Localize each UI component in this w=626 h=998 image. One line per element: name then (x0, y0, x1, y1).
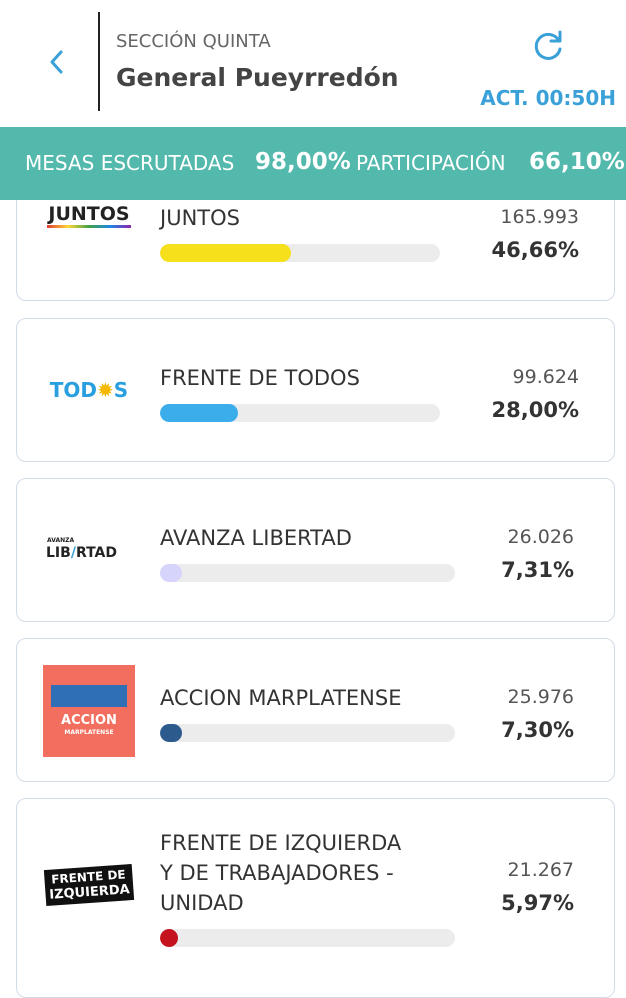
progress-track (160, 929, 455, 947)
logo-text: S (113, 378, 129, 402)
logo: LIB/RTAD (46, 545, 138, 561)
logo: TOD✹S (43, 378, 135, 402)
party-name: ACCION MARPLATENSE (160, 686, 402, 710)
party-name: AVANZA LIBERTAD (160, 526, 352, 550)
vote-share: 5,97% (501, 891, 574, 915)
party-name: Y DE TRABAJADORES - (160, 861, 394, 885)
back-button[interactable] (44, 48, 70, 76)
vote-count: 165.993 (500, 206, 579, 228)
logo: JUNTOS (48, 202, 130, 225)
logo-stripe (47, 224, 131, 228)
logo-text: LIB (46, 545, 71, 561)
party-card: ACCION MARPLATENSE 25.976 7,30% ACCION MARPL… (16, 638, 615, 782)
logo-text: TOD (49, 378, 98, 402)
logo-band (51, 685, 127, 707)
logo: FRENTE DE IZQUIERDA (43, 863, 135, 907)
participation-value: 66,10% (529, 149, 625, 175)
progress-bar (160, 404, 239, 422)
logo-text: ACCION (61, 713, 117, 728)
tables-value: 98,00% (255, 149, 351, 175)
vote-count: 25.976 (507, 686, 574, 708)
logo-text: RTAD (75, 545, 118, 561)
party-card: AVANZA LIBERTAD 26.026 7,31% AVANZA LIB/RTAD (16, 478, 615, 622)
party-name: FRENTE DE IZQUIERDA (160, 831, 402, 855)
progress-track (160, 724, 455, 742)
party-name: UNIDAD (160, 891, 244, 915)
logo-small: AVANZA (47, 537, 75, 544)
logo-slash: / (70, 545, 76, 561)
update-time: ACT. 00:50H (480, 86, 616, 110)
party-name: JUNTOS (160, 206, 240, 230)
header: SECCIÓN QUINTA General Pueyrredón ACT. 0… (0, 0, 626, 127)
party-name: FRENTE DE TODOS (160, 366, 360, 390)
progress-bar (160, 244, 291, 262)
vote-share: 7,30% (501, 718, 574, 742)
progress-bar (160, 724, 182, 742)
progress-bar (160, 929, 178, 947)
tables-label: MESAS ESCRUTADAS (25, 151, 235, 175)
vote-share: 46,66% (491, 238, 579, 262)
progress-track (160, 404, 440, 422)
party-card: FRENTE DE TODOS 99.624 28,00% TOD✹S (16, 318, 615, 462)
summary-bar: MESAS ESCRUTADAS 98,00% PARTICIPACIÓN 66… (0, 127, 626, 200)
progress-track (160, 564, 455, 582)
logo-text: MARPLATENSE (64, 729, 114, 736)
progress-track (160, 244, 440, 262)
logo: ACCION MARPLATENSE (43, 665, 135, 757)
progress-bar (160, 564, 182, 582)
divider (98, 12, 100, 111)
vote-share: 7,31% (501, 558, 574, 582)
refresh-button[interactable] (530, 27, 566, 63)
party-card: FRENTE DE IZQUIERDA Y DE TRABAJADORES - UN… (16, 798, 615, 998)
vote-count: 99.624 (512, 366, 579, 388)
district-title: General Pueyrredón (116, 63, 399, 92)
vote-count: 21.267 (507, 859, 574, 881)
participation-label: PARTICIPACIÓN (356, 151, 506, 175)
section-label: SECCIÓN QUINTA (116, 31, 271, 52)
vote-share: 28,00% (491, 398, 579, 422)
vote-count: 26.026 (507, 526, 574, 548)
logo-sun: ✹ (97, 378, 114, 402)
